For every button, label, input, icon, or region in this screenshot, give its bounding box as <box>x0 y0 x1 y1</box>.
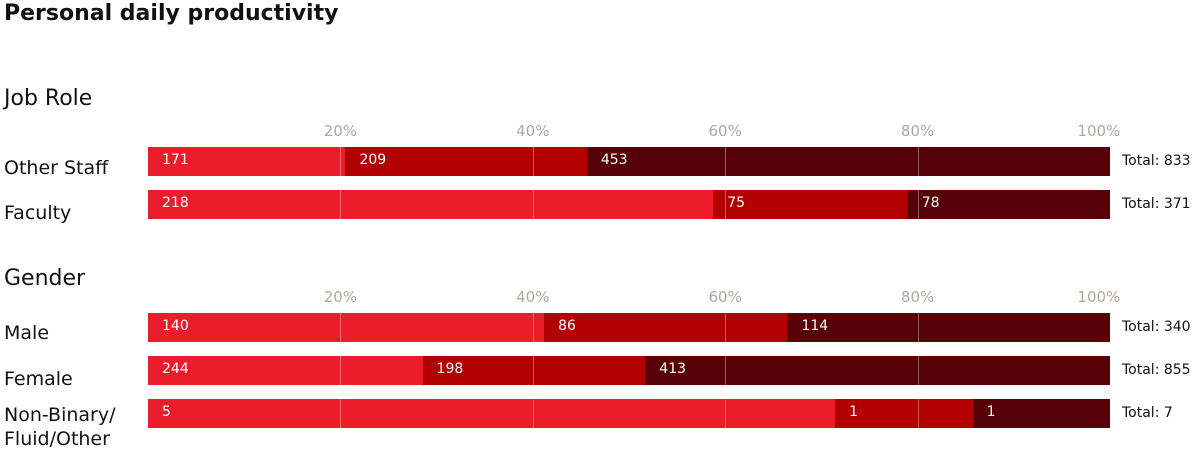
x-tick-label: 20% <box>323 122 358 140</box>
x-tick-label: 80% <box>900 288 935 306</box>
row-label: Faculty <box>4 202 72 224</box>
bar-segment: 75 <box>713 190 908 219</box>
bar-segment: 114 <box>787 313 1110 342</box>
x-tick-label: 40% <box>516 288 550 306</box>
bar-segment: 209 <box>345 147 587 176</box>
row-total: Total: 7 <box>1122 405 1173 421</box>
bar-segment: 218 <box>148 190 714 219</box>
row-label: Non-Binary/Fluid/Other <box>4 404 116 450</box>
bar-segment: 453 <box>586 147 1110 176</box>
chart-title: Personal daily productivity <box>4 1 339 26</box>
x-tick-label: 80% <box>900 122 935 140</box>
bar-segment: 244 <box>148 356 423 385</box>
x-axis-job-role: 20% 40% 60% 80% 100% <box>148 122 1121 144</box>
row-total: Total: 855 <box>1122 362 1191 378</box>
row-total: Total: 371 <box>1122 196 1191 212</box>
bar-segment: 140 <box>148 313 545 342</box>
bar-segment: 171 <box>148 147 346 176</box>
x-tick-label: 20% <box>323 288 358 306</box>
stacked-bar: 218 75 78 <box>148 190 1110 219</box>
x-tick-label: 100% <box>1077 122 1121 140</box>
x-tick-label: 60% <box>708 288 742 306</box>
x-axis-gender: 20% 40% 60% 80% 100% <box>148 288 1121 310</box>
bar-segment: 1 <box>972 399 1110 428</box>
bar-segment: 5 <box>148 399 836 428</box>
section-title-job-role: Job Role <box>4 86 93 111</box>
x-tick-label: 60% <box>708 122 742 140</box>
stacked-bar: 140 86 114 <box>148 313 1110 342</box>
bar-segment: 198 <box>422 356 646 385</box>
row-total: Total: 340 <box>1122 319 1191 335</box>
stacked-bar: 171 209 453 <box>148 147 1110 176</box>
bar-segment: 1 <box>835 399 973 428</box>
row-total: Total: 833 <box>1122 153 1191 169</box>
row-label: Male <box>4 322 50 344</box>
x-tick-label: 100% <box>1077 288 1121 306</box>
bar-segment: 413 <box>645 356 1110 385</box>
bar-segment: 78 <box>907 190 1110 219</box>
x-tick-label: 40% <box>516 122 550 140</box>
row-label: Female <box>4 368 73 390</box>
stacked-bar: 244 198 413 <box>148 356 1110 385</box>
row-label: Other Staff <box>4 157 109 179</box>
bar-segment: 86 <box>544 313 788 342</box>
section-title-gender: Gender <box>4 266 86 291</box>
